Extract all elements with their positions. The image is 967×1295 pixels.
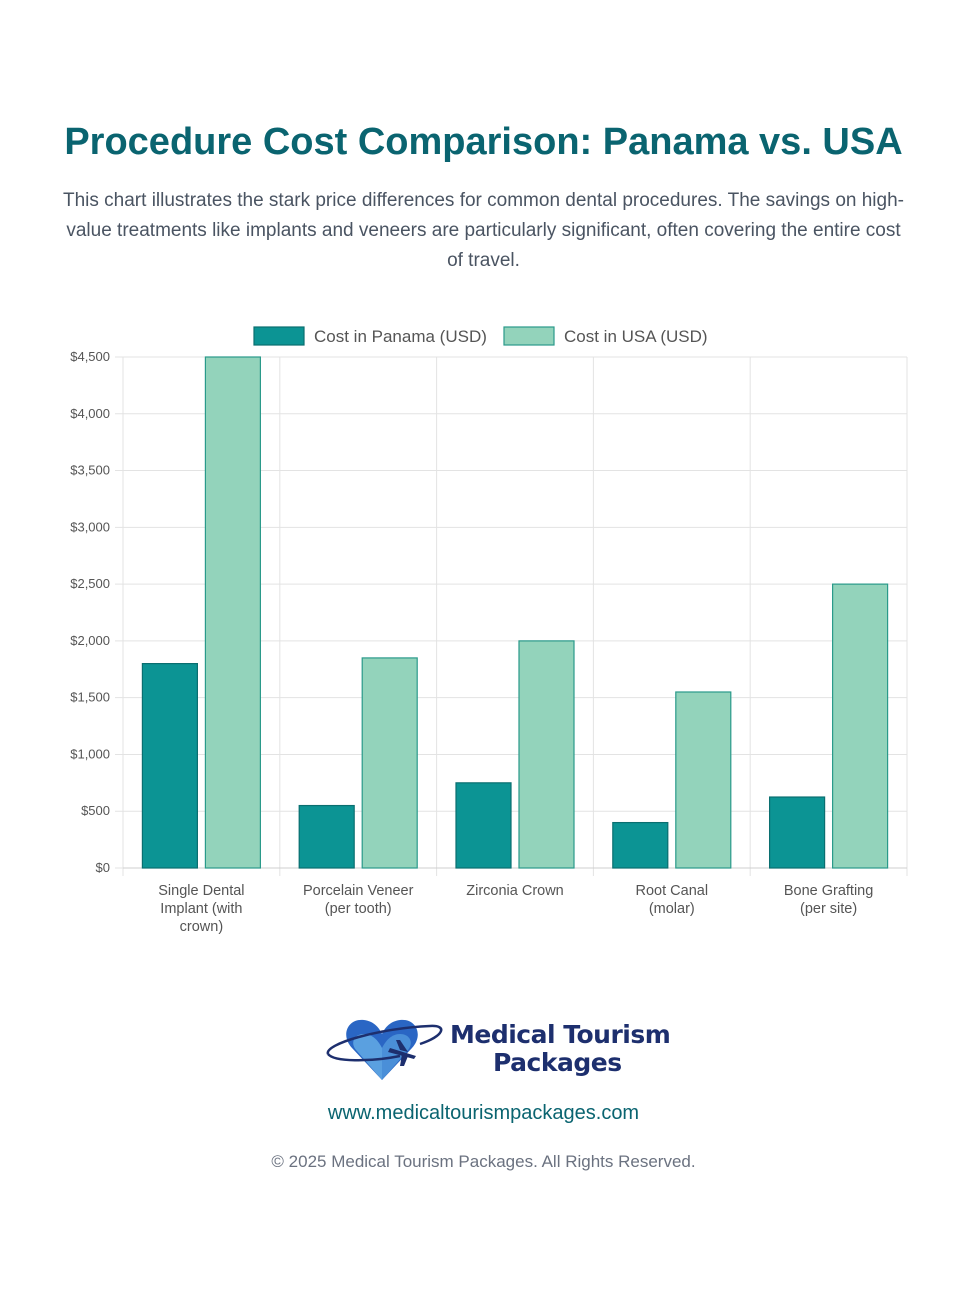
- x-tick-label: (per site): [800, 901, 857, 917]
- y-tick-label: $1,500: [70, 690, 110, 705]
- brand-logo: Medical Tourism Packages: [320, 1010, 671, 1090]
- chart-bars: [141, 356, 889, 869]
- y-tick-label: $4,500: [70, 349, 110, 364]
- brand-name-line2: Packages: [493, 1048, 622, 1077]
- y-tick-label: $2,000: [70, 633, 110, 648]
- x-axis: Single Dental Implant (with crown) Porcelai…: [158, 883, 873, 935]
- x-tick-label: (molar): [649, 901, 695, 917]
- x-tick-label: Implant (with: [160, 901, 242, 917]
- chart-legend[interactable]: Cost in Panama (USD) Cost in USA (USD): [253, 326, 708, 346]
- legend-item-usa[interactable]: Cost in USA (USD): [503, 326, 708, 346]
- y-tick-label: $2,500: [70, 576, 110, 591]
- x-tick-label: Porcelain Veneer: [303, 883, 414, 899]
- y-axis: $0 $500 $1,000 $1,500 $2,000 $2,500 $3,000 $3,5…: [70, 349, 110, 875]
- legend-swatch: [503, 326, 555, 346]
- x-tick-label: crown): [180, 919, 224, 935]
- bar-usa[interactable]: [675, 691, 732, 869]
- bar-usa[interactable]: [204, 356, 261, 869]
- y-tick-label: $4,000: [70, 406, 110, 421]
- bar-panama[interactable]: [768, 796, 826, 869]
- x-tick-label: Bone Grafting: [784, 883, 873, 899]
- legend-item-panama[interactable]: Cost in Panama (USD): [253, 326, 487, 346]
- legend-label: Cost in Panama (USD): [314, 327, 487, 346]
- bar-usa[interactable]: [361, 657, 418, 869]
- bar-panama[interactable]: [141, 663, 198, 869]
- bar-panama[interactable]: [612, 821, 669, 869]
- x-tick-label: Single Dental: [158, 883, 244, 899]
- chart-description: This chart illustrates the stark price d…: [63, 190, 904, 271]
- brand-name-line1: Medical Tourism: [450, 1020, 671, 1049]
- y-tick-label: $1,000: [70, 746, 110, 761]
- y-tick-label: $500: [81, 803, 110, 818]
- y-tick-label: $0: [96, 860, 110, 875]
- copyright-text: © 2025 Medical Tourism Packages. All Rig…: [271, 1152, 696, 1171]
- bar-usa[interactable]: [518, 640, 575, 869]
- page-title: Procedure Cost Comparison: Panama vs. US…: [64, 121, 903, 163]
- bar-usa[interactable]: [831, 583, 889, 869]
- legend-swatch: [253, 326, 305, 346]
- x-tick-label: Root Canal: [636, 883, 709, 899]
- legend-label: Cost in USA (USD): [564, 327, 708, 346]
- x-tick-label: Zirconia Crown: [466, 883, 564, 899]
- website-link[interactable]: www.medicaltourismpackages.com: [327, 1102, 640, 1124]
- heart-plane-icon: [326, 1019, 443, 1080]
- bar-panama[interactable]: [455, 782, 512, 869]
- cost-comparison-chart: Cost in Panama (USD) Cost in USA (USD) $0…: [70, 326, 908, 935]
- bar-panama[interactable]: [298, 804, 355, 869]
- y-tick-label: $3,000: [70, 519, 110, 534]
- y-tick-label: $3,500: [70, 463, 110, 478]
- x-tick-label: (per tooth): [325, 901, 392, 917]
